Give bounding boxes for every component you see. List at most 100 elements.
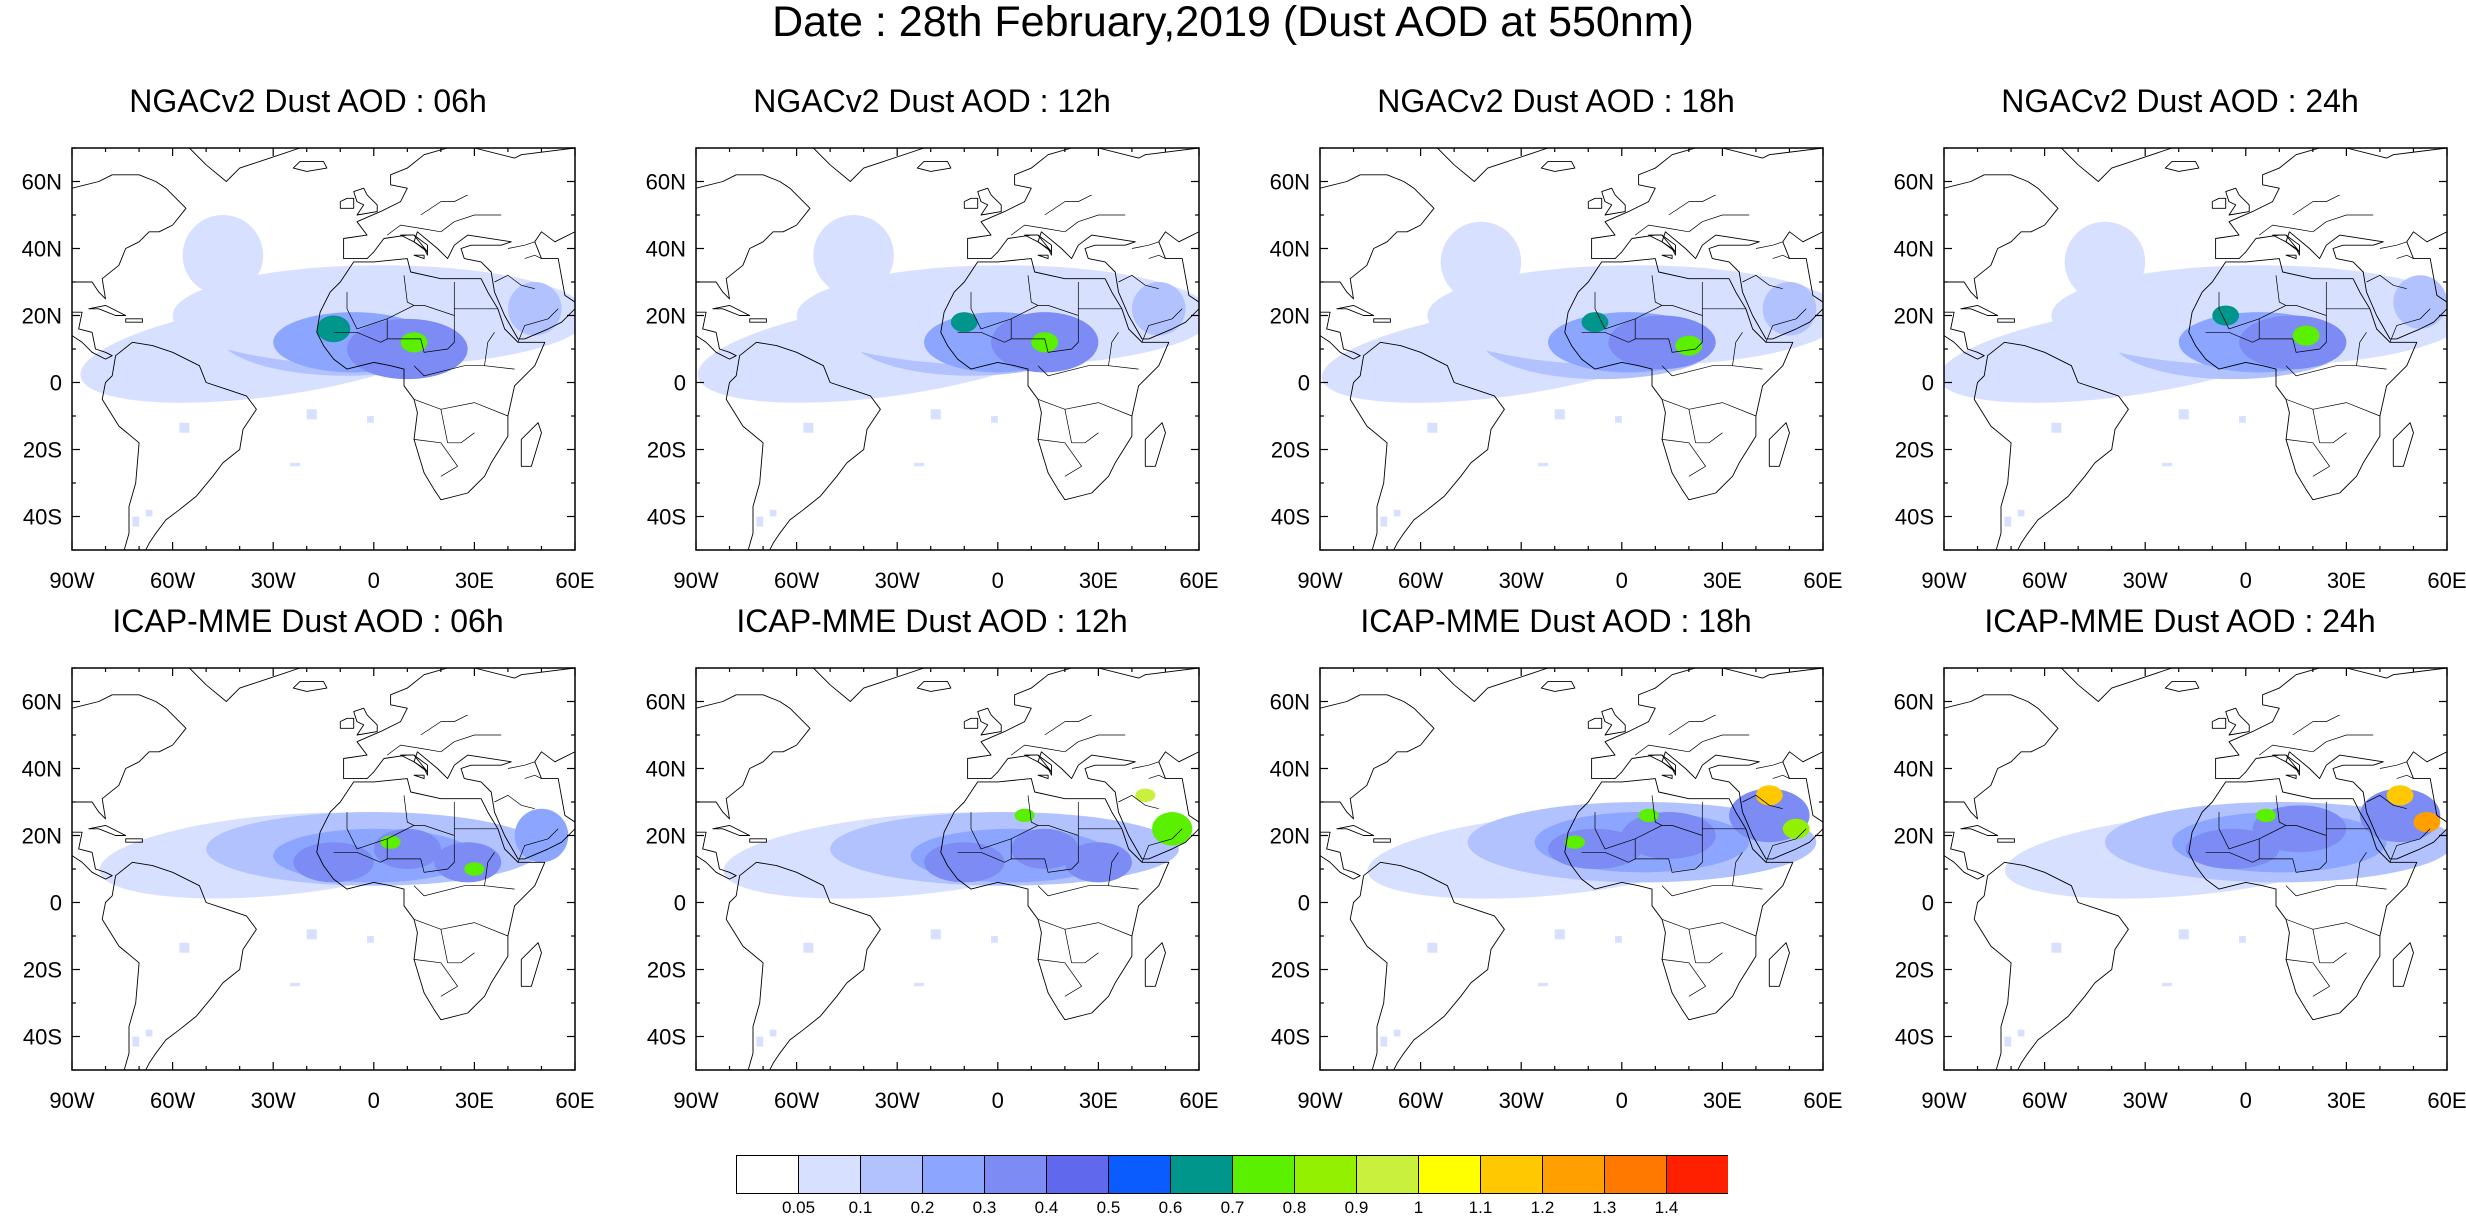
lat-tick-label: 20S: [1895, 438, 1934, 463]
lon-tick-label: 60W: [774, 1088, 819, 1113]
colorbar-swatch: [1542, 1155, 1605, 1194]
lon-tick-label: 90W: [1297, 1088, 1342, 1113]
map-panel: ICAP-MME Dust AOD : 24h 90W 60W 30W 0 30E 60E 6…: [1872, 604, 2466, 1174]
lon-tick-label: 90W: [1297, 568, 1342, 593]
colorbar-label: 0.5: [1097, 1198, 1121, 1215]
lon-tick-label: 60W: [1398, 1088, 1443, 1113]
lon-tick-label: 0: [1616, 568, 1628, 593]
lon-tick-label: 30W: [251, 568, 296, 593]
dust-plume-shading: [697, 215, 1199, 527]
colorbar-label: 0.9: [1345, 1198, 1369, 1215]
lon-tick-label: 30W: [251, 1088, 296, 1113]
lat-tick-label: 0: [1922, 891, 1934, 916]
lat-tick-label: 0: [1298, 371, 1310, 396]
colorbar-label: 0.8: [1283, 1198, 1307, 1215]
lat-tick-label: 0: [50, 891, 62, 916]
lon-tick-label: 90W: [49, 1088, 94, 1113]
lon-tick-label: 30E: [2327, 1088, 2366, 1113]
lat-tick-label: 20S: [647, 958, 686, 983]
lon-tick-label: 0: [992, 1088, 1004, 1113]
dust-plume-shading: [1944, 221, 2447, 527]
panel-title: NGACv2 Dust AOD : 18h: [1377, 83, 1735, 119]
coastlines: [72, 668, 575, 1070]
lat-tick-label: 20S: [1271, 958, 1310, 983]
country-borders: [1581, 194, 1807, 477]
lat-tick-label: 0: [1922, 371, 1934, 396]
coastlines: [72, 148, 575, 550]
coastlines: [696, 668, 1199, 1070]
dust-plume-shading: [2004, 785, 2447, 1047]
lat-tick-label: 40N: [1894, 237, 1934, 262]
lat-tick-label: 60N: [646, 170, 686, 195]
lat-tick-label: 40S: [1271, 1025, 1310, 1050]
lat-tick-label: 40S: [1271, 505, 1310, 530]
lat-tick-label: 40N: [22, 757, 62, 782]
lat-tick-label: 60N: [1270, 690, 1310, 715]
lat-tick-label: 0: [674, 371, 686, 396]
dust-plume-shading: [723, 788, 1193, 1047]
dust-aod-map: 90W 60W 30W 0 30E 60E 60N 40N 20N 0 20S 40S: [1270, 147, 1843, 593]
colorbar-swatch: [1480, 1155, 1543, 1194]
lat-tick-label: 60N: [1894, 170, 1934, 195]
lon-tick-label: 60W: [774, 568, 819, 593]
lon-tick-label: 60E: [555, 568, 594, 593]
map-panel: NGACv2 Dust AOD : 12h 90W 60W 30W 0 30E 60E 60N…: [624, 84, 1240, 654]
lon-tick-label: 90W: [1921, 1088, 1966, 1113]
panel-title: ICAP-MME Dust AOD : 24h: [1984, 603, 2376, 639]
lat-tick-label: 20S: [647, 438, 686, 463]
colorbar-swatch: [1604, 1155, 1667, 1194]
lon-tick-label: 60E: [2427, 1088, 2466, 1113]
lat-tick-label: 20N: [646, 824, 686, 849]
lon-tick-label: 0: [368, 1088, 380, 1113]
country-borders: [2205, 714, 2431, 997]
colorbar-label: 0.4: [1035, 1198, 1059, 1215]
colorbar-swatch: [736, 1155, 799, 1194]
lat-tick-label: 20S: [23, 958, 62, 983]
map-panel: ICAP-MME Dust AOD : 06h 90W 60W 30W 0 30E 60E 6…: [0, 604, 616, 1174]
colorbar-label: 0.6: [1159, 1198, 1183, 1215]
lon-tick-label: 60E: [1179, 568, 1218, 593]
lon-tick-label: 60W: [150, 1088, 195, 1113]
dust-aod-map: 90W 60W 30W 0 30E 60E 60N 40N 20N 0 20S 40S: [22, 147, 595, 593]
lat-tick-label: 20N: [1894, 824, 1934, 849]
lon-tick-label: 30W: [1499, 1088, 1544, 1113]
lon-tick-label: 60E: [1179, 1088, 1218, 1113]
colorbar-swatch: [1232, 1155, 1295, 1194]
lon-tick-label: 0: [2240, 568, 2252, 593]
lat-tick-label: 60N: [22, 170, 62, 195]
lat-tick-label: 40N: [1270, 237, 1310, 262]
colorbar-swatch: [1170, 1155, 1233, 1194]
colorbar-swatch: [1108, 1155, 1171, 1194]
lon-tick-label: 0: [1616, 1088, 1628, 1113]
lat-tick-label: 20S: [23, 438, 62, 463]
coastlines: [1320, 668, 1823, 1070]
lat-tick-label: 20N: [646, 304, 686, 329]
lon-tick-label: 30E: [1079, 1088, 1118, 1113]
lon-tick-label: 90W: [673, 568, 718, 593]
dust-aod-map: 90W 60W 30W 0 30E 60E 60N 40N 20N 0 20S 40S: [646, 147, 1219, 593]
colorbar-label: 1: [1414, 1198, 1423, 1215]
colorbar-label: 1.4: [1655, 1198, 1679, 1215]
colorbar-label: 0.2: [911, 1198, 935, 1215]
colorbar-swatch: [1356, 1155, 1419, 1194]
map-panel: NGACv2 Dust AOD : 06h 90W 60W 30W 0 30E 60E 60N…: [0, 84, 616, 654]
country-borders: [333, 714, 559, 997]
lat-tick-label: 40N: [1894, 757, 1934, 782]
dust-plume-shading: [1367, 785, 1817, 1047]
lat-tick-label: 40S: [23, 1025, 62, 1050]
lat-tick-label: 20N: [1894, 304, 1934, 329]
figure-title: Date : 28th February,2019 (Dust AOD at 5…: [772, 0, 1694, 46]
lon-tick-label: 60E: [1803, 568, 1842, 593]
lon-tick-label: 0: [992, 568, 1004, 593]
lat-tick-label: 20N: [22, 304, 62, 329]
colorbar-label: 0.7: [1221, 1198, 1245, 1215]
country-borders: [957, 714, 1183, 997]
colorbar-label: 1.2: [1531, 1198, 1555, 1215]
lon-tick-label: 90W: [673, 1088, 718, 1113]
coastlines: [1944, 148, 2447, 550]
lat-tick-label: 20N: [1270, 304, 1310, 329]
dust-aod-map: 90W 60W 30W 0 30E 60E 60N 40N 20N 0 20S 40S: [1894, 667, 2466, 1113]
lon-tick-label: 30W: [2123, 1088, 2168, 1113]
lon-tick-label: 60W: [2022, 1088, 2067, 1113]
dust-aod-map: 90W 60W 30W 0 30E 60E 60N 40N 20N 0 20S 40S: [1270, 667, 1843, 1113]
